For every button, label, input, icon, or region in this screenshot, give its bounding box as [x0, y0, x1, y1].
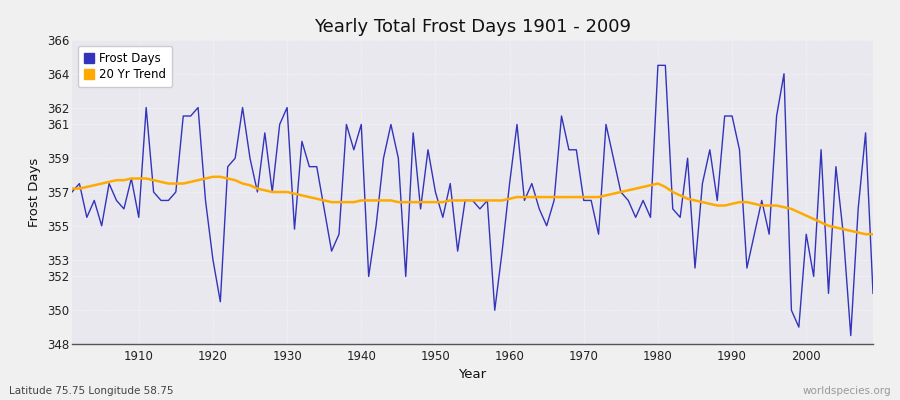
Legend: Frost Days, 20 Yr Trend: Frost Days, 20 Yr Trend [78, 46, 172, 87]
Y-axis label: Frost Days: Frost Days [28, 157, 41, 227]
Text: Latitude 75.75 Longitude 58.75: Latitude 75.75 Longitude 58.75 [9, 386, 174, 396]
Text: worldspecies.org: worldspecies.org [803, 386, 891, 396]
X-axis label: Year: Year [458, 368, 487, 381]
Title: Yearly Total Frost Days 1901 - 2009: Yearly Total Frost Days 1901 - 2009 [314, 18, 631, 36]
